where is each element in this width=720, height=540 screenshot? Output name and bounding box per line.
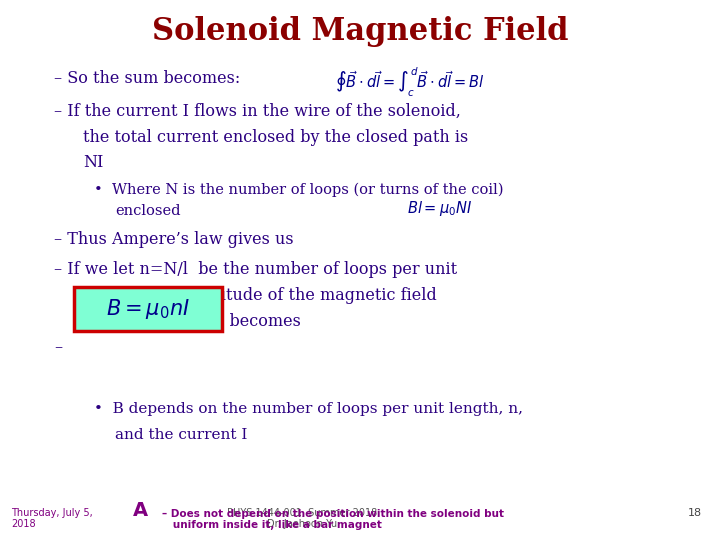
Text: enclosed: enclosed [115, 204, 181, 218]
Text: Thursday, July 5,
2018: Thursday, July 5, 2018 [11, 508, 93, 529]
Text: $\mathbf{A}$: $\mathbf{A}$ [132, 501, 149, 520]
Text: •  Where N is the number of loops (or turns of the coil): • Where N is the number of loops (or tur… [94, 183, 503, 197]
Text: $B = \mu_0 nI$: $B = \mu_0 nI$ [106, 297, 190, 321]
Text: the total current enclosed by the closed path is: the total current enclosed by the closed… [83, 129, 468, 145]
Text: le                    gnitude of the magnetic field: le gnitude of the magnetic field [83, 287, 436, 304]
Text: Solenoid Magnetic Field: Solenoid Magnetic Field [152, 16, 568, 47]
Text: 18: 18 [688, 508, 702, 518]
Text: – If the current I flows in the wire of the solenoid,: – If the current I flows in the wire of … [54, 103, 461, 119]
Text: – Does not depend on the position within the solenoid but
   uniform inside it, : – Does not depend on the position within… [162, 509, 504, 530]
FancyBboxPatch shape [74, 287, 222, 331]
Text: – If we let n=N/l  be the number of loops per unit: – If we let n=N/l be the number of loops… [54, 261, 457, 278]
Text: w                  noid becomes: w noid becomes [83, 313, 301, 330]
Text: $Bl=\mu_0 NI$: $Bl=\mu_0 NI$ [407, 199, 472, 218]
Text: and the current I: and the current I [115, 428, 248, 442]
Text: – Thus Ampere’s law gives us: – Thus Ampere’s law gives us [54, 231, 294, 248]
Text: $\oint\vec{B}\cdot d\vec{l}=\int_c^d\vec{B}\cdot d\vec{l}=Bl$: $\oint\vec{B}\cdot d\vec{l}=\int_c^d\vec… [335, 66, 484, 99]
Text: PHYS 1444-001, Summer 2018
Dr. Jaehoon Yu: PHYS 1444-001, Summer 2018 Dr. Jaehoon Y… [228, 508, 377, 529]
Text: – So the sum becomes:: – So the sum becomes: [54, 70, 240, 87]
Text: •  B depends on the number of loops per unit length, n,: • B depends on the number of loops per u… [94, 402, 523, 416]
Text: NI: NI [83, 154, 103, 171]
Text: –: – [54, 339, 62, 356]
